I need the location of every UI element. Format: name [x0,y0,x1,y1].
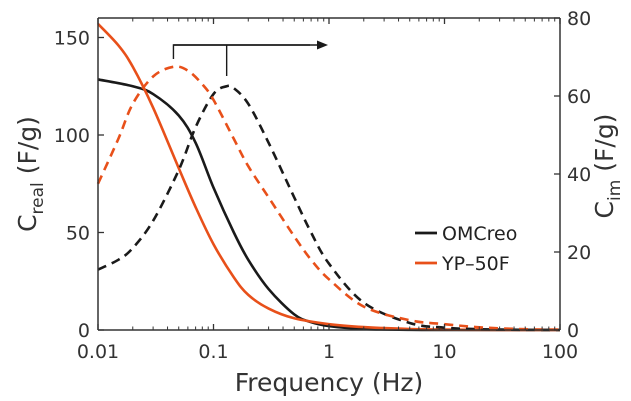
series-line-omcreo-c-real [97,78,560,332]
x-tick-label: 10 [432,341,456,363]
series-line-omcreo-c-im [97,84,561,332]
x-tick-label: 0.1 [198,341,228,363]
y-left-axis-title-main: C [13,214,42,231]
y-left-tick-label: 50 [66,223,90,245]
y-right-axis-title: Cim (F/g) [590,114,625,219]
y-right-tick-label: 0 [567,320,579,342]
annotation-arrow-line [172,44,310,59]
y-right-axis-title-unit: (F/g) [590,114,619,180]
y-left-tick-label: 0 [78,320,90,342]
x-tick-label: 100 [542,341,578,363]
legend-label: OMCreo [442,223,517,245]
annotation-arrow-head [317,40,328,50]
legend-label: YP–50F [441,253,510,275]
y-right-axis-title-main: C [590,201,619,218]
x-axis-title: Frequency (Hz) [235,368,424,397]
series-layer [96,22,561,332]
x-tick-label: 0.01 [77,341,119,363]
y-right-axis-title-subscript: im [605,180,625,201]
y-left-axis-title-unit: (F/g) [13,116,42,182]
y-right-tick-label: 40 [567,164,591,186]
y-right-tick-label: 20 [567,242,591,264]
y-left-tick-label: 100 [54,125,90,147]
axes-layer: 0.01 0.1 1 10 100050100150020406080Frequency… [13,8,625,397]
y-left-axis-title-subscript: real [28,182,48,214]
y-left-tick-label: 150 [54,28,90,50]
annotation-layer [172,40,328,76]
legend: OMCreo YP–50F [415,223,517,275]
y-right-tick-label: 60 [567,86,591,108]
y-left-axis-title: Creal (F/g) [13,116,48,232]
y-right-tick-label: 80 [567,8,591,30]
x-tick-label: 1 [323,341,335,363]
series-line-yp-50f-c-im [96,65,561,331]
series-line-yp-50f-c-real [97,22,561,332]
